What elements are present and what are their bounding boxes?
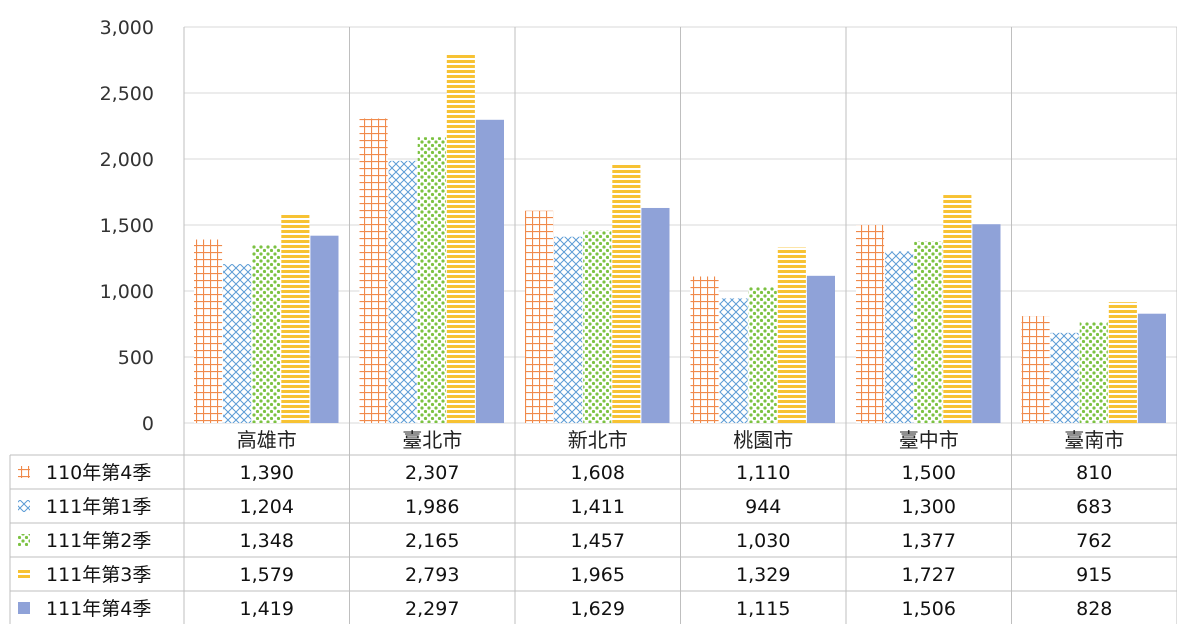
legend-key-2 [18, 500, 30, 512]
bar-1-臺北市 [359, 118, 388, 423]
data-cell: 915 [1076, 564, 1112, 586]
bar-3-桃園市 [748, 287, 777, 423]
data-cell: 683 [1076, 496, 1112, 518]
category-label: 新北市 [568, 428, 628, 452]
bar-3-臺北市 [417, 137, 446, 423]
data-cell: 1,329 [736, 564, 790, 586]
category-label: 臺北市 [402, 428, 462, 452]
data-cell: 1,377 [902, 530, 956, 552]
data-cell: 1,115 [736, 598, 790, 620]
data-cell: 762 [1076, 530, 1112, 552]
data-cell: 1,506 [902, 598, 956, 620]
category-label: 臺南市 [1064, 428, 1124, 452]
data-cell: 828 [1076, 598, 1112, 620]
y-tick-label: 3,000 [100, 17, 154, 39]
bar-5-臺中市 [972, 224, 1001, 423]
bar-2-桃園市 [719, 298, 748, 423]
bar-2-臺中市 [885, 251, 914, 423]
bar-2-新北市 [554, 236, 583, 423]
bar-3-高雄市 [252, 245, 281, 423]
bar-5-高雄市 [310, 235, 339, 423]
data-cell: 1,419 [240, 598, 294, 620]
data-cell: 810 [1076, 462, 1112, 484]
bar-2-臺南市 [1050, 332, 1079, 423]
bar-4-臺南市 [1108, 302, 1137, 423]
data-cell: 1,300 [902, 496, 956, 518]
bar-3-臺中市 [914, 241, 943, 423]
y-tick-label: 0 [142, 413, 154, 435]
category-label: 臺中市 [899, 428, 959, 452]
data-cell: 944 [745, 496, 781, 518]
bar-1-高雄市 [194, 239, 223, 423]
bar-2-高雄市 [223, 264, 252, 423]
data-cell: 1,629 [571, 598, 625, 620]
data-cell: 1,965 [571, 564, 625, 586]
legend-label: 111年第2季 [46, 530, 151, 552]
data-cell: 1,390 [240, 462, 294, 484]
bar-5-新北市 [641, 207, 670, 423]
data-cell: 1,500 [902, 462, 956, 484]
bar-3-臺南市 [1079, 322, 1108, 423]
data-cell: 1,030 [736, 530, 790, 552]
y-tick-label: 1,500 [100, 215, 154, 237]
data-cell: 2,307 [405, 462, 459, 484]
bar-4-臺中市 [943, 195, 972, 423]
bar-2-臺北市 [388, 160, 417, 423]
legend-label: 111年第1季 [46, 496, 151, 518]
data-table: 高雄市 臺北市 新北市 桃園市 臺中市 臺南市 110年第4季 1,390 2,307 1,608… [9, 428, 1177, 624]
bar-4-新北市 [612, 163, 641, 423]
bar-5-臺南市 [1137, 313, 1166, 423]
legend-key-3 [18, 534, 30, 546]
data-cell: 1,727 [902, 564, 956, 586]
y-tick-label: 2,000 [100, 149, 154, 171]
axis-layer: 0 500 1,000 1,500 2,000 2,500 3,000 [100, 17, 154, 435]
category-label: 高雄市 [237, 428, 297, 452]
legend-label: 111年第3季 [46, 564, 151, 586]
bar-1-臺南市 [1021, 316, 1050, 423]
data-cell: 2,793 [405, 564, 459, 586]
bar-1-新北市 [525, 210, 554, 423]
grid-layer [183, 26, 1177, 624]
legend-label: 111年第4季 [46, 598, 151, 620]
data-cell: 1,348 [240, 530, 294, 552]
data-cell: 1,411 [571, 496, 625, 518]
data-cell: 1,204 [240, 496, 294, 518]
legend-label: 110年第4季 [46, 462, 151, 484]
bar-3-新北市 [583, 230, 612, 423]
data-cell: 2,297 [405, 598, 459, 620]
bar-1-桃園市 [690, 276, 719, 423]
data-cell: 1,608 [571, 462, 625, 484]
y-tick-label: 2,500 [100, 83, 154, 105]
data-cell: 1,110 [736, 462, 790, 484]
bar-5-桃園市 [806, 275, 835, 423]
legend-key-4 [18, 568, 30, 580]
bars-layer [194, 54, 1166, 424]
data-cell: 1,457 [571, 530, 625, 552]
data-cell: 1,579 [240, 564, 294, 586]
bar-1-臺中市 [856, 225, 885, 423]
bar-5-臺北市 [475, 119, 504, 424]
y-tick-label: 500 [118, 347, 154, 369]
data-cell: 1,986 [405, 496, 459, 518]
bar-4-臺北市 [446, 54, 475, 423]
y-tick-label: 1,000 [100, 281, 154, 303]
legend-key-5 [18, 602, 30, 614]
legend-key-1 [18, 466, 30, 478]
bar-4-高雄市 [281, 214, 310, 423]
bar-4-桃園市 [777, 247, 806, 423]
category-label: 桃園市 [733, 428, 793, 452]
data-cell: 2,165 [405, 530, 459, 552]
